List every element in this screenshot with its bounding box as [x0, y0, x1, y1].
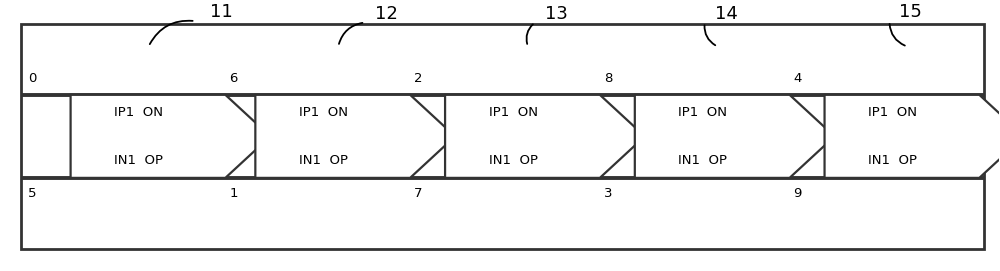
Text: 8: 8 [604, 72, 612, 85]
Polygon shape [445, 95, 645, 178]
Text: 12: 12 [375, 5, 398, 24]
Text: IN1  OP: IN1 OP [114, 154, 163, 167]
Polygon shape [825, 95, 1000, 178]
Text: IN1  OP: IN1 OP [489, 154, 538, 167]
Text: 7: 7 [414, 187, 422, 200]
Text: IP1  ON: IP1 ON [489, 106, 538, 119]
Text: IP1  ON: IP1 ON [299, 106, 348, 119]
Bar [21, 24, 984, 249]
Polygon shape [255, 95, 455, 178]
Text: 6: 6 [229, 72, 238, 85]
Text: 13: 13 [545, 5, 568, 24]
Text: 4: 4 [793, 72, 802, 85]
Text: 15: 15 [899, 3, 922, 21]
FancyArrowPatch shape [704, 25, 715, 45]
FancyArrowPatch shape [890, 24, 905, 46]
Text: IP1  ON: IP1 ON [114, 106, 163, 119]
Text: IP1  ON: IP1 ON [678, 106, 727, 119]
FancyArrowPatch shape [527, 24, 533, 44]
Text: 5: 5 [28, 187, 37, 200]
Polygon shape [635, 95, 835, 178]
Text: IN1  OP: IN1 OP [678, 154, 727, 167]
Text: 0: 0 [28, 72, 37, 85]
Text: 14: 14 [715, 5, 738, 24]
FancyArrowPatch shape [150, 21, 193, 44]
FancyArrowPatch shape [339, 23, 362, 44]
Text: 9: 9 [793, 187, 802, 200]
Text: 1: 1 [229, 187, 238, 200]
Text: IN1  OP: IN1 OP [868, 154, 917, 167]
Text: 2: 2 [414, 72, 422, 85]
Text: 3: 3 [604, 187, 612, 200]
Text: IN1  OP: IN1 OP [299, 154, 348, 167]
Text: 11: 11 [210, 3, 233, 21]
Polygon shape [71, 95, 270, 178]
Text: IP1  ON: IP1 ON [868, 106, 917, 119]
